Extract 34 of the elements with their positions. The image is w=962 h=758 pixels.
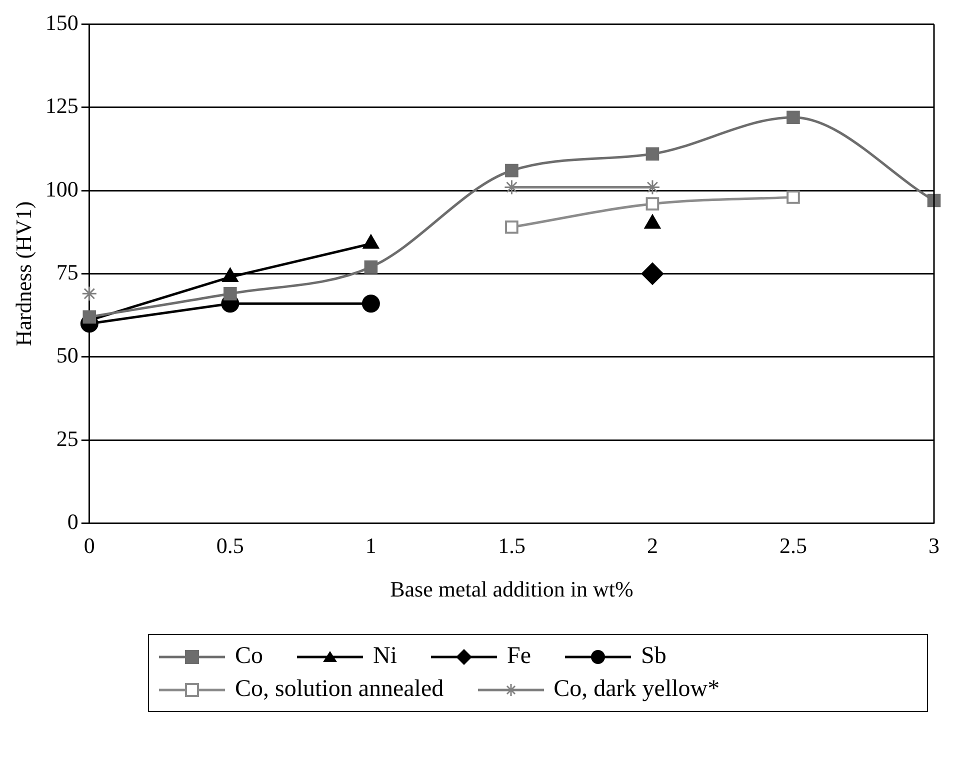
point [362, 294, 380, 313]
legend-label: Ni [373, 643, 398, 670]
y-tick-label: 150 [45, 10, 78, 35]
legend-label: Co [235, 643, 264, 670]
x-tick-label: 2.5 [779, 533, 807, 558]
point [786, 190, 800, 204]
legend-label: Fe [507, 643, 532, 670]
y-tick-label: 75 [56, 259, 78, 284]
y-axis-title: Hardness (HV1) [10, 201, 36, 346]
legend-label: Co, solution annealed [235, 676, 444, 703]
x-tick-label: 2 [646, 533, 658, 558]
x-axis-title: Base metal addition in wt% [390, 576, 634, 602]
y-tick-label: 0 [67, 508, 78, 534]
point [646, 147, 660, 161]
legend-label: Co, dark yellow* [554, 676, 720, 703]
x-tick-label: 3 [928, 533, 940, 558]
y-tick-label: 100 [45, 176, 78, 202]
x-tick-label: 0.5 [216, 533, 244, 558]
x-tick-label: 1.5 [498, 533, 526, 558]
point [641, 262, 664, 285]
y-tick-label: 125 [45, 93, 78, 118]
point [786, 110, 800, 124]
point [224, 287, 237, 300]
point [505, 164, 518, 178]
legend-label: Sb [641, 643, 666, 670]
point [646, 197, 660, 210]
y-tick-label: 25 [56, 426, 78, 451]
point [504, 179, 520, 195]
x-tick-label: 0 [84, 533, 95, 558]
x-tick-label: 1 [365, 533, 376, 558]
point [364, 260, 378, 274]
point [82, 286, 98, 302]
y-tick-label: 50 [56, 342, 78, 368]
point [505, 220, 518, 234]
